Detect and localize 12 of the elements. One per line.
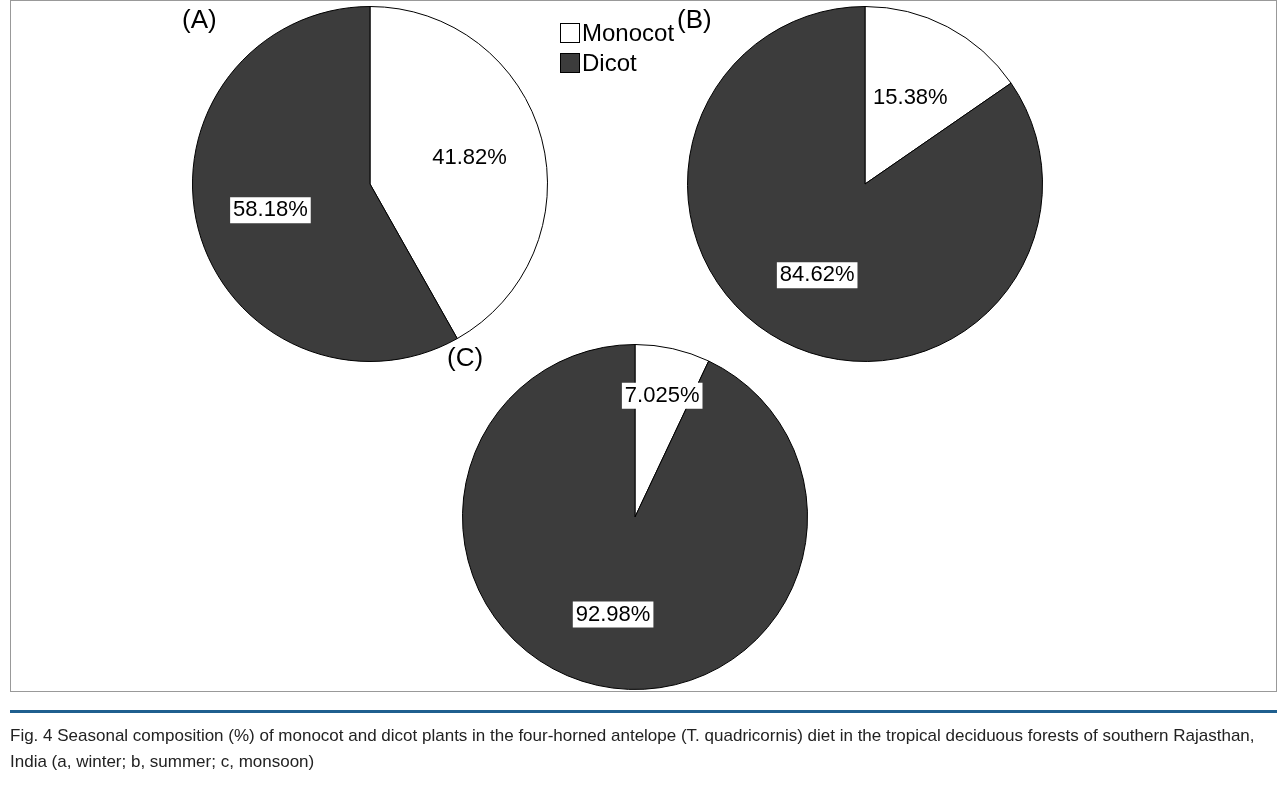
chart-title: (B): [677, 4, 712, 35]
data-label: 7.025%: [624, 381, 700, 407]
data-label: 92.98%: [575, 600, 651, 626]
caption: Fig. 4 Seasonal composition (%) of monocot and dicot plants in the four-horned antelope (T. quadricornis) diet in the tropical deciduous forests of southern Rajasthan, India (a, winter; b, summer; c, monsoon): [10, 725, 1256, 773]
chart-title: (A): [182, 4, 217, 35]
data-label: 58.18%: [233, 196, 308, 222]
data-label: 41.82%: [432, 143, 507, 169]
chart-title: (C): [447, 342, 484, 373]
data-label: 84.62%: [779, 261, 855, 287]
data-label: 15.38%: [873, 83, 948, 109]
legend-label: Dicot: [582, 48, 637, 78]
legend-label: Monocot: [582, 18, 675, 48]
